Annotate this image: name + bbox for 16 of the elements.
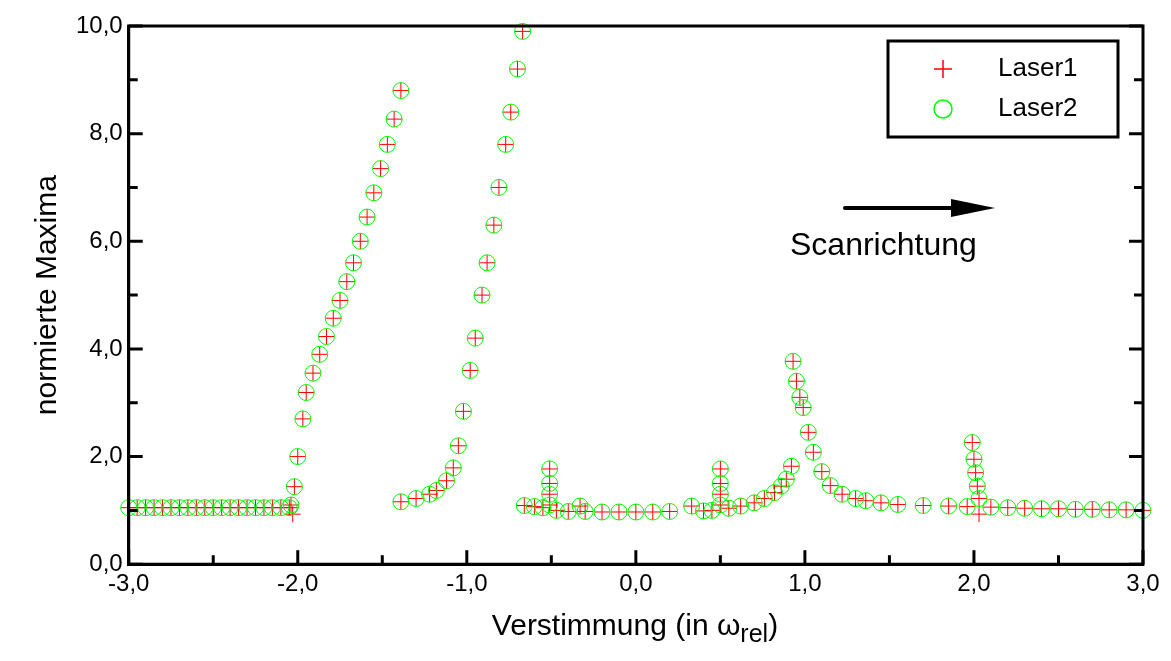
x-tick-label: 1,0 [788, 569, 822, 597]
y-axis-title: normierte Maxima [29, 174, 63, 416]
legend-label: Laser2 [998, 92, 1078, 123]
annotation: Scanrichtung [790, 226, 977, 263]
y-tick-label: 8,0 [89, 118, 123, 146]
x-tick-label: 3,0 [1126, 569, 1160, 597]
x-tick-label: -2,0 [277, 569, 319, 597]
x-tick-label: 2,0 [957, 569, 991, 597]
y-tick-label: 10,0 [75, 10, 123, 38]
x-axis-title: Verstimmung (in ω$_{rel}$) [490, 608, 780, 649]
x-tick-label: -1,0 [446, 569, 488, 597]
y-tick-label: 2,0 [89, 441, 123, 469]
y-tick-label: 4,0 [89, 333, 123, 361]
y-tick-label: 6,0 [89, 225, 123, 253]
x-tick-label: 0,0 [619, 569, 653, 597]
legend-label: Laser1 [998, 52, 1078, 83]
